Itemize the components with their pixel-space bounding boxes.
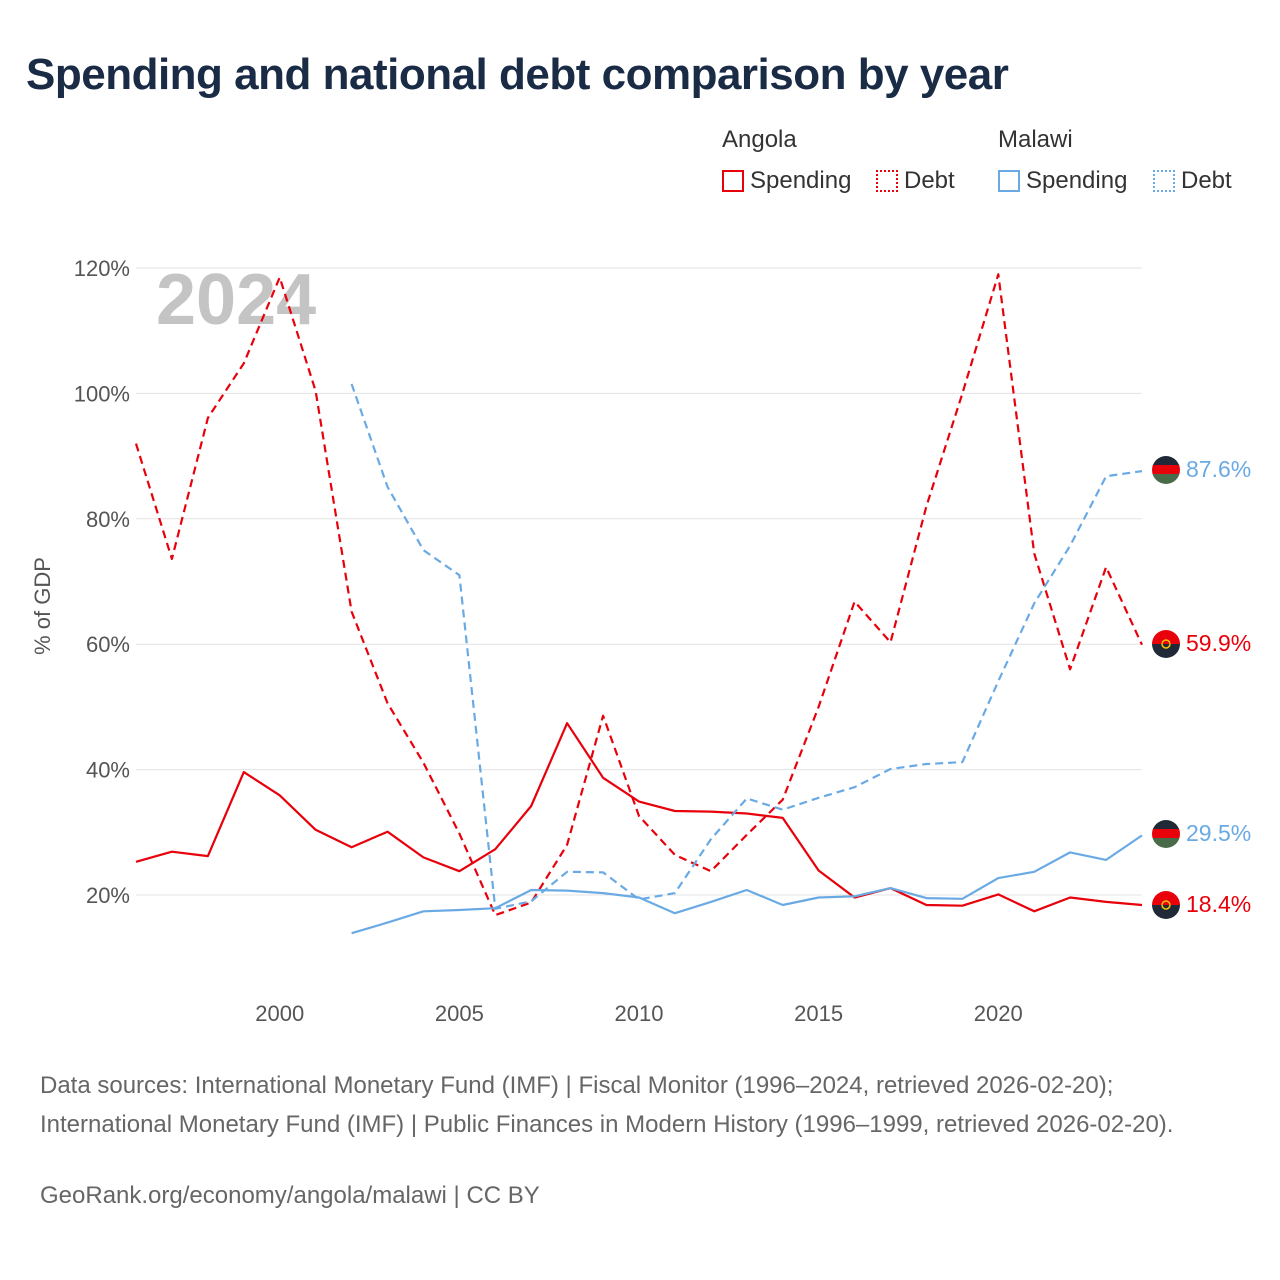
end-value-label: 18.4% [1186, 891, 1251, 917]
x-tick-label: 2005 [435, 1001, 484, 1026]
legend-label: Spending [1026, 167, 1128, 194]
end-value-label: 59.9% [1186, 630, 1251, 656]
angola-flag-icon [1152, 630, 1180, 658]
end-value-label: 29.5% [1186, 820, 1251, 846]
x-tick-label: 2015 [794, 1001, 843, 1026]
legend-item-angola-spending[interactable]: Spending [722, 166, 851, 196]
angola-flag-icon [1152, 891, 1180, 919]
y-tick-label: 40% [86, 758, 130, 783]
line-chart: 20% 40% 60% 80% 100% 120% 2000 2005 2010 2015 202… [30, 256, 1251, 1026]
legend-swatch-dotted [876, 170, 898, 192]
legend-group-angola: Angola [722, 126, 797, 153]
data-sources: Data sources: International Monetary Fun… [40, 1072, 1174, 1138]
series-line-malawi-debt[interactable] [350, 383, 1143, 910]
legend-group-malawi: Malawi [998, 126, 1073, 153]
chart-title: Spending and national debt comparison by… [26, 50, 1009, 99]
series-line-malawi-spending[interactable] [351, 834, 1143, 935]
legend-item-angola-debt[interactable]: Debt [876, 166, 955, 196]
legend-label: Debt [904, 167, 955, 194]
malawi-flag-icon [1152, 820, 1180, 848]
x-tick-label: 2020 [974, 1001, 1023, 1026]
legend-swatch-solid [722, 170, 744, 192]
malawi-flag-icon [1152, 456, 1180, 484]
legend-swatch-dotted [1153, 170, 1175, 192]
y-tick-label: 100% [74, 381, 130, 406]
y-axis-label: % of GDP [30, 557, 55, 655]
credit-link[interactable]: GeoRank.org/economy/angola/malawi | CC B… [40, 1182, 540, 1209]
legend-item-malawi-spending[interactable]: Spending [998, 166, 1127, 196]
legend-item-malawi-debt[interactable]: Debt [1153, 166, 1232, 196]
legend-label: Debt [1181, 167, 1232, 194]
y-tick-label: 20% [86, 883, 130, 908]
x-tick-label: 2000 [255, 1001, 304, 1026]
legend-label: Spending [750, 167, 852, 194]
y-tick-label: 60% [86, 632, 130, 657]
series-line-angola-debt[interactable] [134, 273, 1143, 917]
x-tick-label: 2010 [615, 1001, 664, 1026]
year-watermark: 2024 [156, 260, 316, 340]
legend-swatch-solid [998, 170, 1020, 192]
series-line-angola-spending[interactable] [135, 722, 1143, 913]
y-tick-label: 80% [86, 507, 130, 532]
y-tick-label: 120% [74, 256, 130, 281]
end-value-label: 87.6% [1186, 456, 1251, 482]
